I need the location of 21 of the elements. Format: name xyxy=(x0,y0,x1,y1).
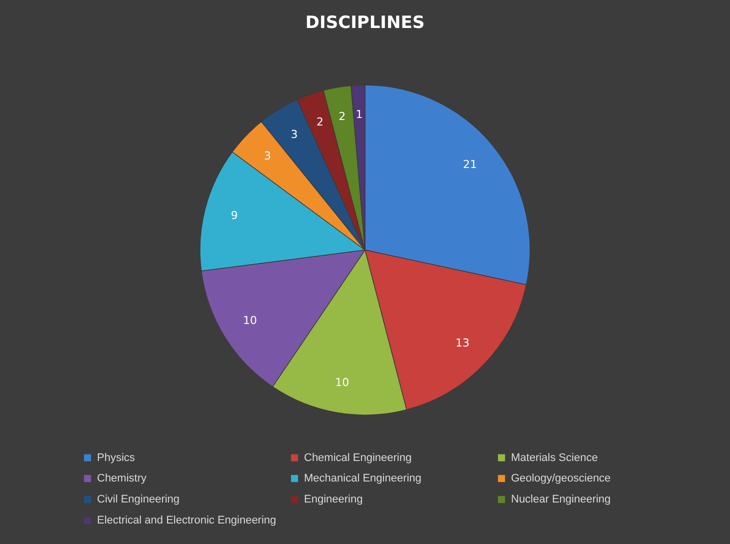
data-label: 9 xyxy=(230,208,238,222)
legend-label: Nuclear Engineering xyxy=(511,494,611,506)
legend-label: Materials Science xyxy=(511,452,598,464)
data-label: 10 xyxy=(243,314,258,327)
chart-title: DISCIPLINES xyxy=(305,13,425,33)
data-label: 3 xyxy=(290,128,298,142)
legend-label: Electrical and Electronic Engineering xyxy=(97,514,276,526)
data-label: 10 xyxy=(335,376,350,390)
legend-label: Mechanical Engineering xyxy=(304,472,422,484)
data-label: 2 xyxy=(316,116,324,129)
data-label: 2 xyxy=(338,110,346,123)
legend-label: Civil Engineering xyxy=(97,494,180,506)
legend-label: Physics xyxy=(97,452,136,464)
legend-label: Geology/geoscience xyxy=(511,472,611,484)
data-label: 1 xyxy=(356,108,363,122)
data-label: 21 xyxy=(463,158,478,172)
data-label: 13 xyxy=(455,336,470,350)
data-label: 3 xyxy=(264,150,272,163)
legend-label: Engineering xyxy=(304,494,363,506)
legend-label: Chemistry xyxy=(97,472,148,484)
legend-label: Chemical Engineering xyxy=(304,452,412,464)
